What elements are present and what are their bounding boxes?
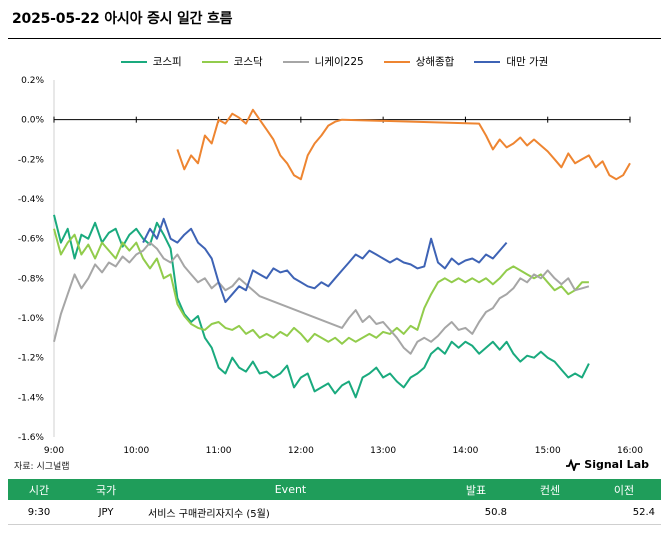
header-event: Event	[142, 479, 439, 500]
header-actual: 발표	[439, 479, 513, 500]
cell-event: 서비스 구매관리자지수 (5월)	[142, 500, 439, 525]
cell-previous: 52.4	[587, 500, 661, 525]
header-consensus: 컨센	[513, 479, 587, 500]
legend-label-kosdaq: 코스닥	[233, 56, 263, 68]
legend-item-shanghai: 상해종합	[383, 54, 455, 69]
chart-legend: 코스피 코스닥 니케이225 상해종합 대만 가권	[0, 54, 669, 69]
header-country: 국가	[70, 479, 142, 500]
cell-country: JPY	[70, 500, 142, 525]
page-title: 2025-05-22 아시아 증시 일간 흐름	[12, 11, 233, 27]
brand-name: Signal Lab	[584, 458, 649, 471]
axes: 0.2% 0.0% -0.2% -0.4% -0.6% -0.8% -1.0% -1.2% -1…	[18, 76, 643, 456]
title-divider	[8, 38, 661, 39]
legend-label-taiwan: 대만 가권	[506, 56, 549, 68]
y-tick-label: -0.2%	[18, 155, 45, 165]
x-tick-label: 16:00	[617, 446, 643, 456]
x-tick-label: 14:00	[452, 446, 478, 456]
x-tick-label: 9:00	[44, 446, 64, 456]
legend-swatch-kosdaq	[201, 60, 228, 63]
legend-label-nikkei: 니케이225	[314, 56, 364, 68]
cell-actual: 50.8	[439, 500, 513, 525]
x-tick-label: 11:00	[206, 446, 232, 456]
header-previous: 이전	[587, 479, 661, 500]
y-tick-label: -0.6%	[18, 235, 45, 245]
series-lines	[53, 108, 631, 399]
economic-events-table: 시간 국가 Event 발표 컨센 이전 9:30 JPY 서비스 구매관리자지…	[8, 479, 661, 525]
header-time: 시간	[8, 479, 70, 500]
y-tick-label: 0.2%	[21, 76, 44, 86]
y-tick-label: -1.2%	[18, 354, 45, 364]
line-chart: 0.2% 0.0% -0.2% -0.4% -0.6% -0.8% -1.0% -1.2% -1…	[18, 76, 643, 456]
legend-swatch-taiwan	[474, 60, 501, 63]
legend-item-nikkei: 니케이225	[282, 54, 364, 69]
cell-consensus	[513, 500, 587, 525]
legend-label-kospi: 코스피	[152, 56, 182, 68]
legend-swatch-shanghai	[383, 60, 410, 63]
y-tick-label: -1.4%	[18, 393, 45, 403]
legend-swatch-nikkei	[282, 60, 309, 63]
source-note: 자료: 시그널랩	[14, 462, 70, 472]
x-tick-label: 15:00	[535, 446, 561, 456]
legend-item-taiwan: 대만 가권	[474, 54, 548, 69]
legend-label-shanghai: 상해종합	[415, 56, 455, 68]
x-tick-label: 13:00	[370, 446, 396, 456]
series-line-taiwan	[142, 217, 508, 304]
y-tick-label: 0.0%	[21, 116, 44, 126]
y-tick-label: -1.6%	[18, 433, 45, 443]
y-tick-label: -0.8%	[18, 274, 45, 284]
x-tick-label: 12:00	[288, 446, 314, 456]
x-tick-label: 10:00	[123, 446, 149, 456]
series-line-kospi	[53, 214, 590, 399]
brand-logo: Signal Lab	[566, 458, 649, 471]
series-line-shanghai	[176, 108, 631, 181]
y-tick-label: -1.0%	[18, 314, 45, 324]
legend-swatch-kospi	[120, 60, 147, 63]
legend-item-kospi: 코스피	[120, 54, 182, 69]
table-header-row: 시간 국가 Event 발표 컨센 이전	[8, 479, 661, 500]
table-row: 9:30 JPY 서비스 구매관리자지수 (5월) 50.8 52.4	[8, 500, 661, 525]
legend-item-kosdaq: 코스닥	[201, 54, 263, 69]
series-line-nikkei225	[53, 241, 590, 355]
signal-wave-icon	[566, 458, 581, 471]
y-tick-label: -0.4%	[18, 195, 45, 205]
cell-time: 9:30	[8, 500, 70, 525]
series-line-kosdaq	[53, 228, 589, 345]
